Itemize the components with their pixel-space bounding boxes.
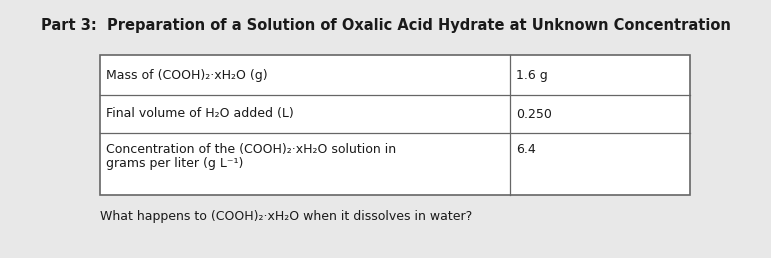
Text: Final volume of H₂O added (L): Final volume of H₂O added (L) (106, 108, 294, 120)
Text: Mass of (COOH)₂·xH₂O (g): Mass of (COOH)₂·xH₂O (g) (106, 69, 268, 82)
Text: grams per liter (g L⁻¹): grams per liter (g L⁻¹) (106, 157, 244, 170)
Text: Concentration of the (COOH)₂·xH₂O solution in: Concentration of the (COOH)₂·xH₂O soluti… (106, 143, 396, 156)
Text: Part 3:  Preparation of a Solution of Oxalic Acid Hydrate at Unknown Concentrati: Part 3: Preparation of a Solution of Oxa… (41, 18, 730, 33)
Bar (100, 55, 690, 195)
Text: 1.6 g: 1.6 g (516, 69, 547, 82)
Text: 0.250: 0.250 (516, 108, 552, 120)
Text: What happens to (COOH)₂·xH₂O when it dissolves in water?: What happens to (COOH)₂·xH₂O when it dis… (100, 210, 473, 223)
Text: 6.4: 6.4 (516, 143, 536, 156)
